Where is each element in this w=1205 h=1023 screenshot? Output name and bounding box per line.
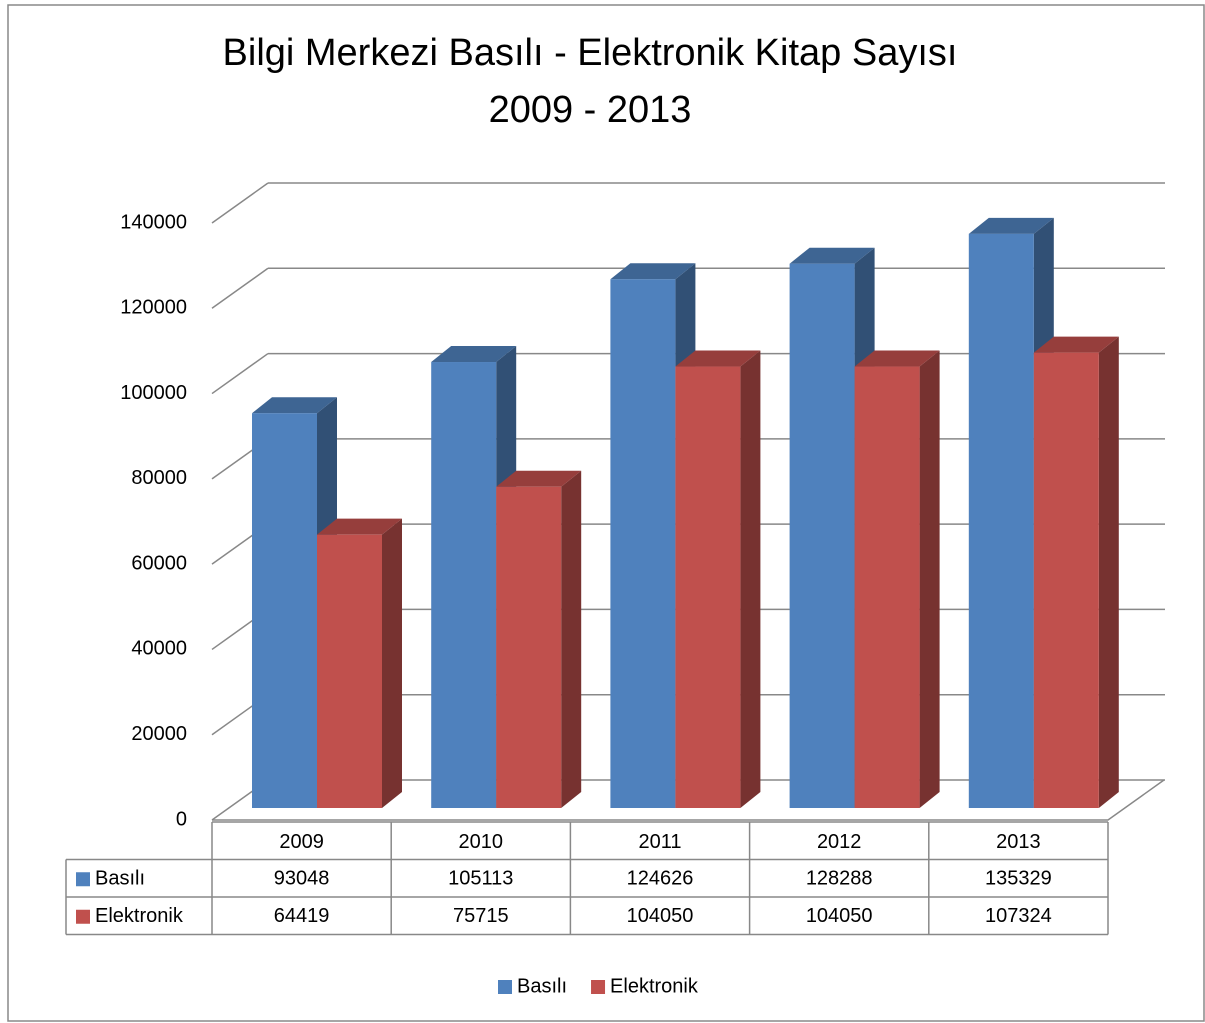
bar-top (252, 397, 337, 414)
chart-title: Bilgi Merkezi Basılı - Elektronik Kitap … (223, 32, 958, 74)
bar-top (431, 346, 517, 363)
bar (968, 233, 1034, 809)
y-tick-label: 100000 (120, 382, 187, 404)
legend-label: Elektronik (610, 975, 699, 997)
floor (212, 779, 1165, 821)
bar (675, 366, 741, 808)
y-tick-label: 60000 (131, 552, 187, 574)
bar-top (317, 518, 402, 535)
x-tick-label: 2009 (279, 831, 324, 853)
bar-top (968, 217, 1054, 234)
table-cell: 75715 (453, 905, 509, 927)
bar-side (561, 470, 582, 808)
table-cell: 107324 (985, 905, 1052, 927)
x-tick-label: 2011 (638, 831, 681, 853)
table-cell: 104050 (627, 905, 694, 927)
legend-label: Basılı (517, 975, 567, 997)
x-tick-label: 2013 (996, 831, 1041, 853)
bar-side (1098, 336, 1119, 808)
chart-subtitle: 2009 - 2013 (489, 89, 692, 131)
bar-side (919, 350, 940, 808)
table-series-label: Elektronik (95, 905, 184, 927)
table-legend-key (76, 909, 90, 924)
y-tick-label: 120000 (120, 297, 187, 319)
bar (252, 413, 317, 808)
grid-diagonal (211, 267, 269, 309)
x-tick-label: 2012 (817, 831, 862, 853)
bar-top (675, 350, 761, 367)
table-cell: 128288 (806, 868, 873, 890)
y-tick-label: 80000 (131, 467, 187, 489)
legend-key (591, 980, 606, 994)
y-tick-label: 140000 (120, 211, 187, 233)
y-tick-label: 20000 (131, 723, 187, 745)
table-cell: 105113 (448, 868, 513, 890)
bar-top (1033, 336, 1119, 353)
table-series-label: Basılı (95, 868, 145, 890)
grid-diagonal (211, 182, 269, 224)
table-cell: 124626 (627, 868, 694, 890)
bar (317, 534, 382, 808)
y-tick-label: 0 (176, 808, 187, 830)
table-cell: 135329 (985, 868, 1052, 890)
bar-side (382, 518, 402, 808)
bar (1033, 352, 1099, 808)
bar (431, 362, 497, 808)
y-tick-label: 40000 (131, 638, 187, 660)
table-cell: 93048 (274, 868, 330, 890)
bar (854, 366, 920, 808)
bar-top (610, 263, 696, 280)
legend-key (498, 980, 512, 994)
bar-top (496, 470, 582, 487)
x-tick-label: 2010 (459, 831, 504, 853)
table-legend-key (76, 872, 90, 887)
table-cell: 64419 (274, 905, 330, 927)
table-cell: 104050 (806, 905, 873, 927)
grid-diagonal (211, 352, 269, 395)
bar-top (789, 247, 875, 264)
bar-side (740, 350, 761, 808)
bar (610, 279, 676, 808)
bar (496, 486, 562, 808)
bar (789, 263, 855, 808)
bar-top (854, 350, 940, 367)
